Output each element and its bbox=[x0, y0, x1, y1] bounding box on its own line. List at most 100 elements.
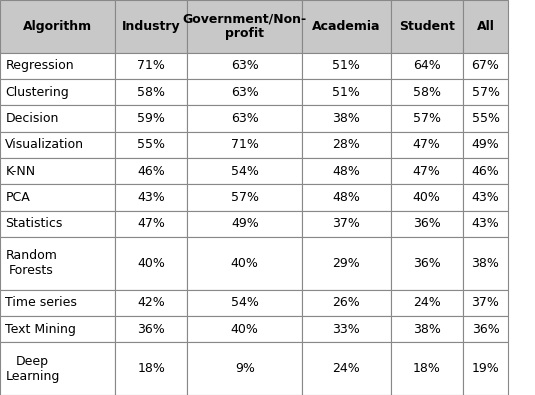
Bar bbox=[391, 290, 463, 316]
Text: PCA: PCA bbox=[5, 191, 30, 204]
Bar bbox=[0, 237, 115, 290]
Bar bbox=[187, 211, 302, 237]
Bar bbox=[115, 53, 187, 79]
Bar bbox=[0, 342, 115, 395]
Bar bbox=[115, 316, 187, 342]
Bar bbox=[115, 0, 187, 53]
Bar bbox=[463, 132, 508, 158]
Bar bbox=[463, 316, 508, 342]
Text: 33%: 33% bbox=[333, 323, 360, 336]
Text: 29%: 29% bbox=[333, 257, 360, 270]
Text: 48%: 48% bbox=[332, 165, 361, 178]
Text: 58%: 58% bbox=[137, 86, 165, 99]
Bar bbox=[391, 0, 463, 53]
Bar bbox=[187, 342, 302, 395]
Bar bbox=[463, 105, 508, 132]
Bar bbox=[463, 184, 508, 211]
Text: 38%: 38% bbox=[471, 257, 500, 270]
Text: 48%: 48% bbox=[332, 191, 361, 204]
Text: 18%: 18% bbox=[137, 362, 165, 375]
Text: 26%: 26% bbox=[333, 296, 360, 309]
Text: 47%: 47% bbox=[412, 165, 441, 178]
Text: Decision: Decision bbox=[5, 112, 59, 125]
Text: Algorithm: Algorithm bbox=[23, 20, 92, 33]
Bar bbox=[187, 184, 302, 211]
Text: Statistics: Statistics bbox=[5, 217, 63, 230]
Text: 40%: 40% bbox=[412, 191, 441, 204]
Bar bbox=[302, 316, 391, 342]
Text: Visualization: Visualization bbox=[5, 138, 85, 151]
Text: 54%: 54% bbox=[231, 296, 259, 309]
Text: Text Mining: Text Mining bbox=[5, 323, 76, 336]
Text: 42%: 42% bbox=[137, 296, 165, 309]
Text: 36%: 36% bbox=[137, 323, 165, 336]
Bar bbox=[391, 211, 463, 237]
Bar bbox=[463, 79, 508, 105]
Text: 40%: 40% bbox=[137, 257, 165, 270]
Bar bbox=[0, 316, 115, 342]
Text: 71%: 71% bbox=[137, 59, 165, 72]
Text: 67%: 67% bbox=[471, 59, 500, 72]
Text: 46%: 46% bbox=[137, 165, 165, 178]
Text: 24%: 24% bbox=[333, 362, 360, 375]
Bar bbox=[302, 237, 391, 290]
Text: Time series: Time series bbox=[5, 296, 77, 309]
Text: 49%: 49% bbox=[231, 217, 258, 230]
Text: 46%: 46% bbox=[472, 165, 499, 178]
Bar bbox=[463, 0, 508, 53]
Bar bbox=[463, 211, 508, 237]
Bar bbox=[391, 316, 463, 342]
Text: 28%: 28% bbox=[332, 138, 361, 151]
Text: 63%: 63% bbox=[231, 86, 258, 99]
Text: 37%: 37% bbox=[471, 296, 500, 309]
Text: 18%: 18% bbox=[412, 362, 441, 375]
Bar bbox=[115, 105, 187, 132]
Text: 57%: 57% bbox=[231, 191, 259, 204]
Bar bbox=[0, 53, 115, 79]
Bar bbox=[302, 53, 391, 79]
Bar bbox=[187, 79, 302, 105]
Bar bbox=[391, 132, 463, 158]
Text: 57%: 57% bbox=[412, 112, 441, 125]
Text: 63%: 63% bbox=[231, 112, 258, 125]
Text: 38%: 38% bbox=[332, 112, 361, 125]
Bar bbox=[115, 342, 187, 395]
Text: 43%: 43% bbox=[472, 217, 499, 230]
Bar bbox=[0, 79, 115, 105]
Bar bbox=[302, 132, 391, 158]
Bar bbox=[187, 105, 302, 132]
Text: Clustering: Clustering bbox=[5, 86, 69, 99]
Bar bbox=[115, 79, 187, 105]
Text: 47%: 47% bbox=[137, 217, 165, 230]
Text: 47%: 47% bbox=[412, 138, 441, 151]
Bar bbox=[391, 158, 463, 184]
Text: Industry: Industry bbox=[122, 20, 180, 33]
Bar bbox=[0, 184, 115, 211]
Bar bbox=[391, 237, 463, 290]
Text: 40%: 40% bbox=[231, 257, 259, 270]
Text: 37%: 37% bbox=[332, 217, 361, 230]
Bar bbox=[0, 158, 115, 184]
Text: K-NN: K-NN bbox=[5, 165, 35, 178]
Bar bbox=[115, 132, 187, 158]
Bar bbox=[463, 237, 508, 290]
Bar bbox=[187, 53, 302, 79]
Text: 36%: 36% bbox=[413, 257, 440, 270]
Bar bbox=[187, 0, 302, 53]
Bar bbox=[391, 184, 463, 211]
Bar bbox=[302, 342, 391, 395]
Bar bbox=[302, 290, 391, 316]
Text: Deep
Learning: Deep Learning bbox=[5, 355, 60, 383]
Text: 36%: 36% bbox=[472, 323, 499, 336]
Text: 9%: 9% bbox=[235, 362, 255, 375]
Bar bbox=[302, 158, 391, 184]
Bar bbox=[0, 211, 115, 237]
Bar bbox=[463, 53, 508, 79]
Text: Government/Non-
profit: Government/Non- profit bbox=[182, 12, 307, 40]
Text: All: All bbox=[477, 20, 494, 33]
Bar bbox=[463, 290, 508, 316]
Text: 43%: 43% bbox=[472, 191, 499, 204]
Text: 51%: 51% bbox=[332, 59, 361, 72]
Bar bbox=[391, 53, 463, 79]
Bar bbox=[0, 105, 115, 132]
